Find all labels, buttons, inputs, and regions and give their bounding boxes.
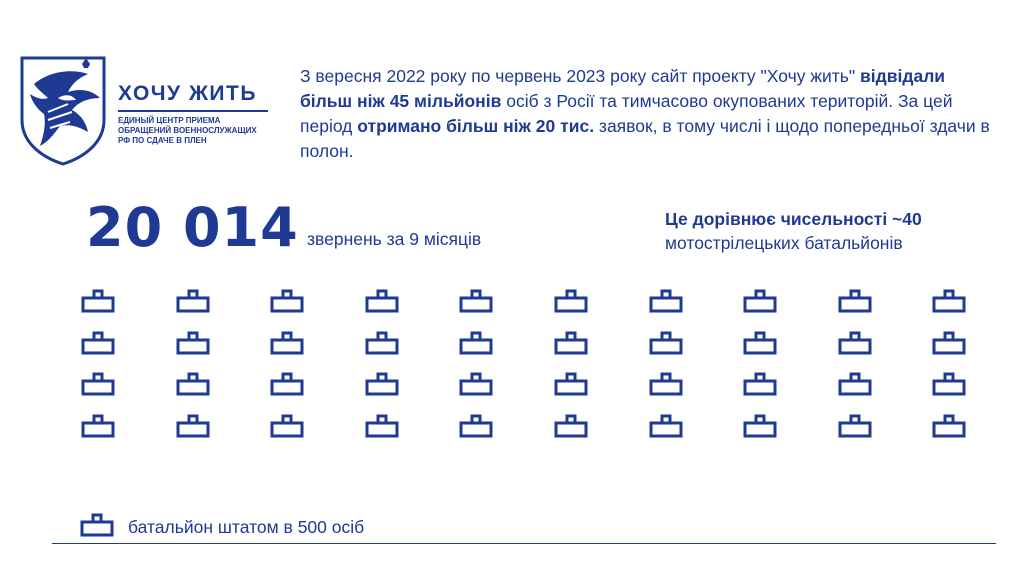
battalion-icon: [932, 289, 966, 313]
battalion-icon: [932, 372, 966, 396]
intro-paragraph: З вересня 2022 року по червень 2023 року…: [300, 64, 1000, 164]
logo-subtitle-line: ЕДИНЫЙ ЦЕНТР ПРИЕМА: [118, 116, 221, 125]
battalion-icon: [459, 372, 493, 396]
battalion-icon: [81, 414, 115, 437]
battalion-icon: [743, 372, 777, 396]
stat-caption: звернень за 9 місяців: [307, 229, 482, 249]
battalion-icon: [743, 331, 777, 354]
battalion-icon: [270, 372, 304, 396]
battalion-icon: [932, 331, 966, 354]
battalion-icon: [365, 372, 399, 396]
legend-text: батальйон штатом в 500 осіб: [128, 517, 365, 537]
logo: ХОЧУ ЖИТЬ ЕДИНЫЙ ЦЕНТР ПРИЕМА ОБРАЩЕНИЙ …: [18, 54, 268, 166]
intro-highlight-visitors: відвідали більш ніж 45 мільйонів: [300, 66, 946, 111]
logo-underline: [118, 110, 268, 112]
logo-subtitle-line: РФ ПО СДАЧЕ В ПЛЕН: [118, 136, 207, 145]
equivalent-bold: Це дорівнює чисельності ~40: [665, 209, 922, 229]
battalion-icon: [838, 414, 872, 437]
battalion-icon: [80, 513, 114, 537]
bottom-divider: [52, 543, 996, 544]
battalion-icon: [649, 289, 683, 313]
battalion-icon: [176, 331, 210, 354]
battalion-icon: [81, 331, 115, 354]
battalion-icon: [270, 331, 304, 354]
battalion-icon: [176, 414, 210, 437]
battalion-icon: [554, 289, 588, 313]
battalion-icon: [365, 414, 399, 437]
battalion-icon: [459, 414, 493, 437]
eagle-emblem-icon: [20, 56, 106, 166]
logo-subtitle: ЕДИНЫЙ ЦЕНТР ПРИЕМА ОБРАЩЕНИЙ ВОЕННОСЛУЖ…: [118, 116, 257, 146]
logo-subtitle-line: ОБРАЩЕНИЙ ВОЕННОСЛУЖАЩИХ: [118, 126, 257, 135]
battalion-icon: [81, 289, 115, 313]
battalion-icon: [838, 331, 872, 354]
battalion-icon: [838, 372, 872, 396]
battalion-icon: [649, 331, 683, 354]
battalion-icon: [365, 289, 399, 313]
battalion-icon: [838, 289, 872, 313]
battalion-icon: [649, 372, 683, 396]
battalion-icon: [554, 372, 588, 396]
battalion-icon: [743, 289, 777, 313]
battalion-icon: [459, 331, 493, 354]
battalion-icon: [649, 414, 683, 437]
intro-highlight-applications: отримано більш ніж 20 тис.: [357, 116, 595, 136]
intro-text: заявок, в тому числі і щодо попередньої …: [300, 116, 990, 161]
stat-number: 20 014: [86, 196, 299, 259]
battalion-icon: [554, 331, 588, 354]
logo-title: ХОЧУ ЖИТЬ: [118, 82, 257, 105]
battalion-icon: [270, 414, 304, 437]
battalion-icon: [932, 414, 966, 437]
battalion-icon: [743, 414, 777, 437]
intro-text: осіб з Росії та тимчасово окупованих тер…: [300, 91, 953, 136]
battalion-icon: [176, 289, 210, 313]
battalion-icon: [81, 372, 115, 396]
battalion-icon: [554, 414, 588, 437]
battalion-icon: [459, 289, 493, 313]
battalion-icon: [365, 331, 399, 354]
battalion-icon: [270, 289, 304, 313]
intro-text: З вересня 2022 року по червень 2023 року…: [300, 66, 860, 86]
equivalent-rest: мотострілецьких батальйонів: [665, 233, 903, 253]
battalion-icon: [176, 372, 210, 396]
equivalent-note: Це дорівнює чисельності ~40 мотострілець…: [665, 207, 995, 255]
